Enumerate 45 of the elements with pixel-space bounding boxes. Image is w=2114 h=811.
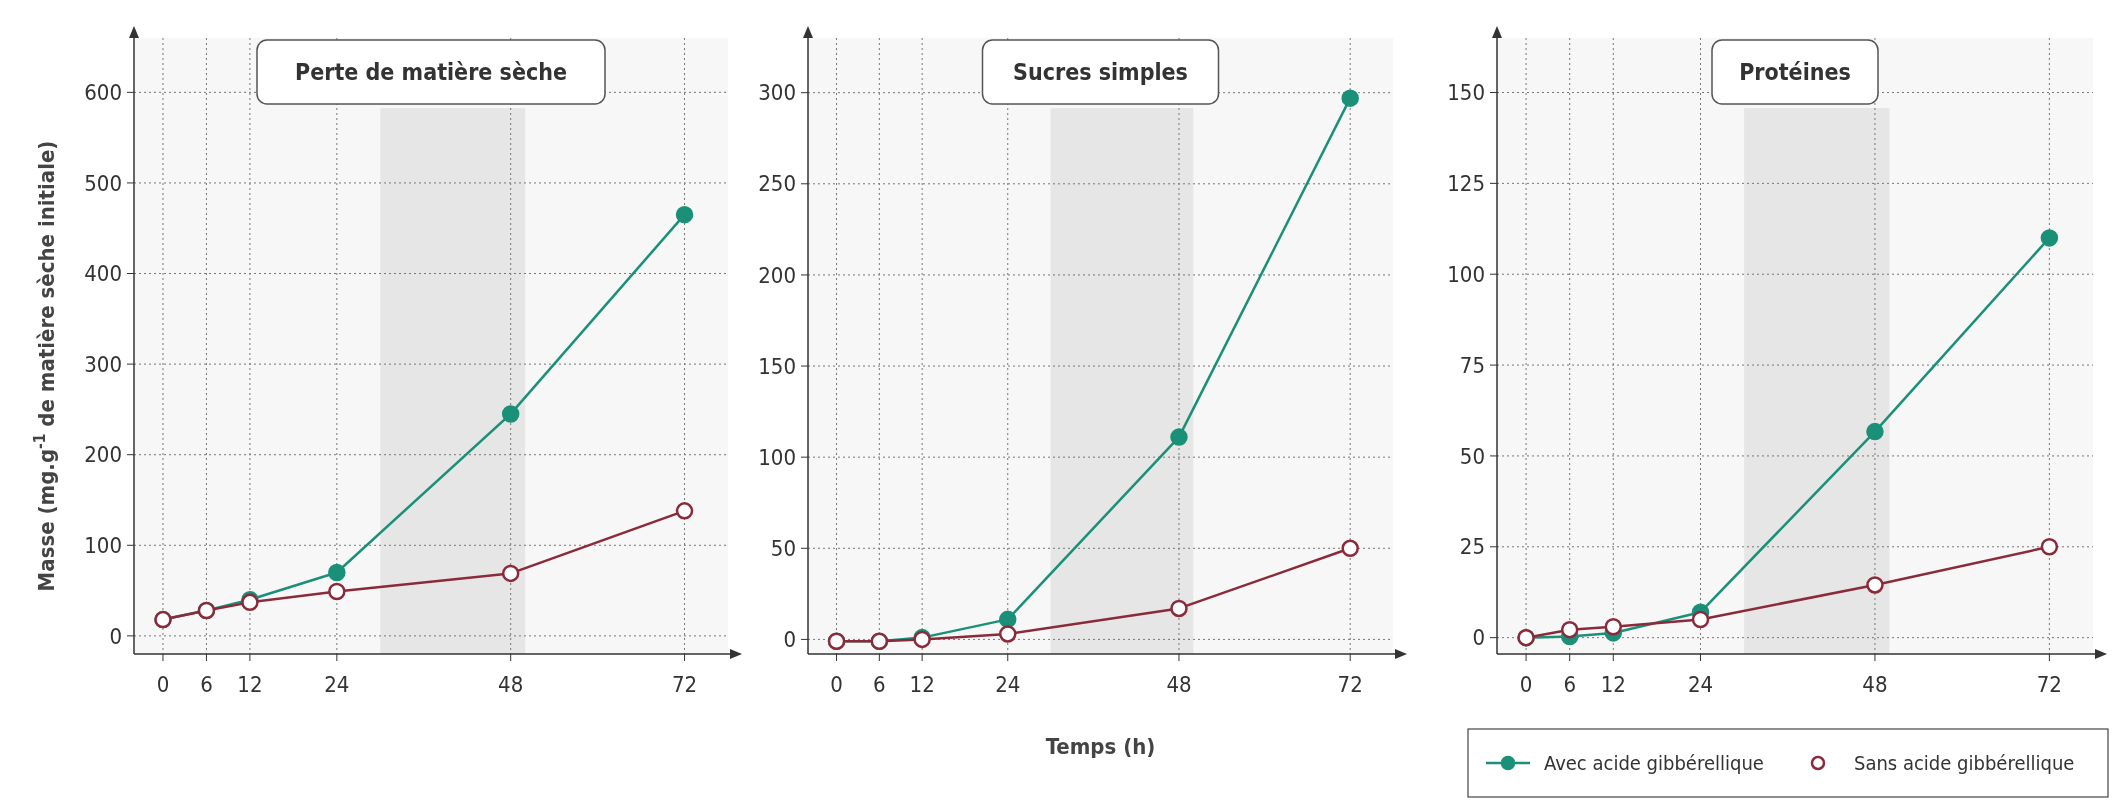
legend-label: Avec acide gibbérellique xyxy=(1544,751,1764,775)
legend-label: Sans acide gibbérellique xyxy=(1854,751,2075,775)
x-tick-label: 0 xyxy=(830,672,843,697)
x-tick-label: 12 xyxy=(1600,672,1626,697)
y-tick-label: 150 xyxy=(1447,80,1485,106)
y-tick-label: 100 xyxy=(758,444,796,470)
y-tick-label: 0 xyxy=(1472,625,1485,651)
text: Protéines xyxy=(1739,59,1851,86)
text: Perte de matière sèche xyxy=(295,59,567,86)
x-axis-title: Temps (h) xyxy=(1045,734,1156,759)
y-tick-label: 600 xyxy=(84,80,122,106)
y-tick-label: 200 xyxy=(758,262,796,288)
y-tick-label: 300 xyxy=(84,351,122,377)
x-tick-label: 24 xyxy=(995,672,1021,697)
x-tick-label: 72 xyxy=(1337,672,1363,697)
y-tick-label: 0 xyxy=(783,627,796,653)
y-tick-label: 300 xyxy=(758,80,796,106)
x-tick-label: 0 xyxy=(1519,672,1533,697)
y-tick-label: 25 xyxy=(1459,534,1485,560)
x-tick-label: 12 xyxy=(237,672,263,697)
y-tick-label: 0 xyxy=(109,623,122,649)
x-tick-label: 48 xyxy=(1862,672,1888,697)
y-tick-label: 200 xyxy=(84,442,122,468)
y-tick-label: 500 xyxy=(84,170,122,196)
y-tick-label: 250 xyxy=(758,171,796,197)
y-tick-label: 150 xyxy=(758,353,796,379)
x-tick-label: 72 xyxy=(671,672,698,697)
x-tick-label: 6 xyxy=(1563,672,1576,697)
x-tick-label: 6 xyxy=(200,672,213,697)
x-tick-label: 72 xyxy=(2036,672,2062,697)
y-tick-label: 100 xyxy=(1447,261,1485,287)
y-tick-label: 75 xyxy=(1459,352,1485,378)
x-tick-label: 0 xyxy=(156,672,170,697)
x-tick-label: 6 xyxy=(873,672,886,697)
x-tick-label: 48 xyxy=(1166,672,1192,697)
y-tick-label: 50 xyxy=(770,536,796,561)
x-tick-label: 24 xyxy=(324,672,350,697)
x-tick-label: 12 xyxy=(909,672,935,697)
y-tick-label: 400 xyxy=(84,261,122,287)
text: Sucres simples xyxy=(1013,59,1188,86)
y-tick-label: 50 xyxy=(1459,443,1485,469)
y-tick-label: 100 xyxy=(84,532,122,558)
x-tick-label: 48 xyxy=(498,672,524,697)
y-tick-label: 125 xyxy=(1447,171,1485,197)
x-tick-label: 24 xyxy=(1687,672,1714,697)
